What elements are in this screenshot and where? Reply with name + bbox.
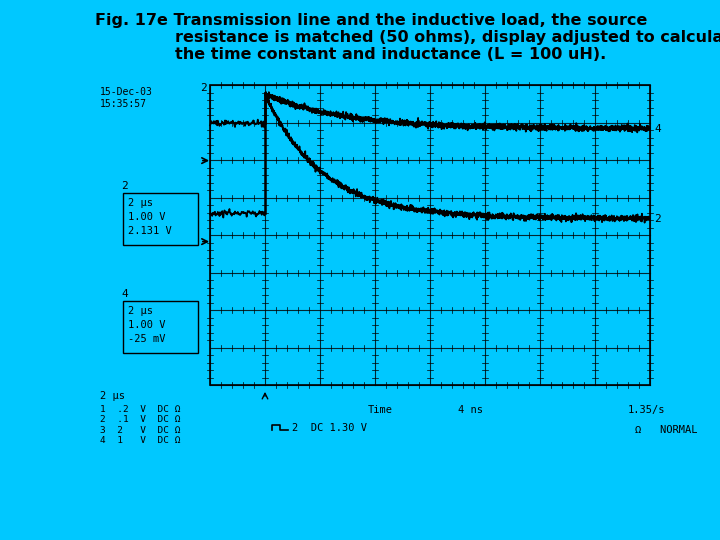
- Text: 1.35/s: 1.35/s: [628, 405, 665, 415]
- Text: 4: 4: [121, 289, 127, 299]
- Text: 2.131 V: 2.131 V: [128, 226, 172, 236]
- Text: 4: 4: [654, 124, 661, 133]
- Text: -25 mV: -25 mV: [128, 334, 166, 344]
- Text: 15-Dec-03
15:35:57: 15-Dec-03 15:35:57: [100, 87, 153, 109]
- Text: 1.00 V: 1.00 V: [128, 320, 166, 330]
- Text: Time: Time: [367, 405, 392, 415]
- Text: 2 μs: 2 μs: [100, 391, 125, 401]
- Text: 1.00 V: 1.00 V: [128, 212, 166, 222]
- Bar: [210, 85, 650, 385]
- Text: 2 μs: 2 μs: [128, 306, 153, 316]
- Text: 4 ns: 4 ns: [457, 405, 482, 415]
- Bar: [123, 193, 198, 245]
- Bar: [123, 301, 198, 353]
- Text: 1  .2  V  DC Ω
2  .1  V  DC Ω
3  2   V  DC Ω
4  1   V  DC Ω: 1 .2 V DC Ω 2 .1 V DC Ω 3 2 V DC Ω 4 1 V…: [100, 405, 181, 445]
- Text: 2: 2: [121, 181, 127, 191]
- Text: Ω   NORMAL: Ω NORMAL: [635, 425, 698, 435]
- Text: 2 μs: 2 μs: [128, 198, 153, 208]
- Text: 2: 2: [654, 213, 661, 224]
- Text: Fig. 17e Transmission line and the inductive load, the source: Fig. 17e Transmission line and the induc…: [95, 13, 647, 28]
- Text: 2: 2: [200, 83, 207, 93]
- Text: resistance is matched (50 ohms), display adjusted to calculate: resistance is matched (50 ohms), display…: [175, 30, 720, 45]
- Text: the time constant and inductance (L = 100 uH).: the time constant and inductance (L = 10…: [175, 47, 606, 62]
- Text: 2  DC 1.30 V: 2 DC 1.30 V: [292, 423, 367, 433]
